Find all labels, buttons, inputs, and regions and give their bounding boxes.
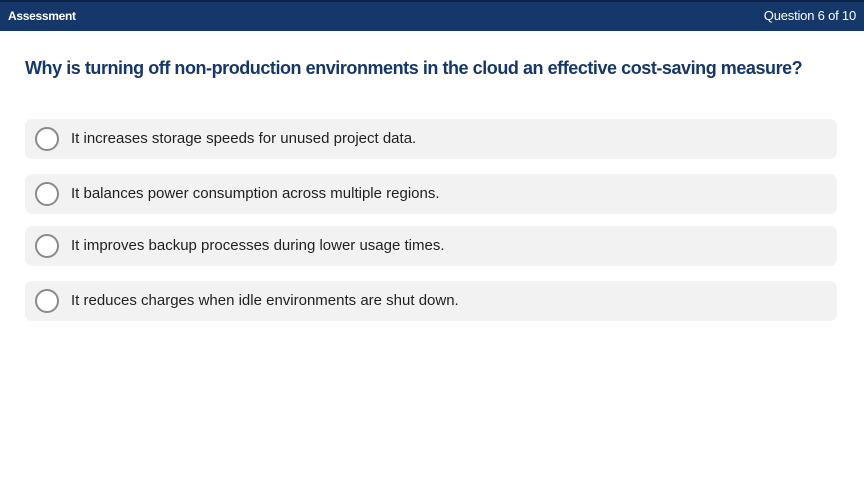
radio-unselected-icon[interactable]: [35, 289, 59, 313]
question-text: Why is turning off non-production enviro…: [25, 58, 803, 78]
answer-option-label: It reduces charges when idle environment…: [71, 292, 459, 309]
answer-option-4[interactable]: It reduces charges when idle environment…: [25, 281, 837, 321]
assessment-header: Assessment Question 6 of 10: [0, 0, 864, 31]
answer-option-2[interactable]: It balances power consumption across mul…: [25, 174, 837, 214]
answer-option-label: It increases storage speeds for unused p…: [71, 130, 417, 147]
radio-unselected-icon[interactable]: [35, 182, 59, 206]
header-title: Assessment: [8, 9, 76, 23]
answer-option-1[interactable]: It increases storage speeds for unused p…: [25, 119, 837, 159]
answer-option-label: It balances power consumption across mul…: [71, 185, 440, 202]
radio-unselected-icon[interactable]: [35, 234, 59, 258]
answer-option-label: It improves backup processes during lowe…: [71, 237, 445, 254]
question-progress: Question 6 of 10: [763, 8, 856, 23]
radio-unselected-icon[interactable]: [35, 127, 59, 151]
answer-option-3[interactable]: It improves backup processes during lowe…: [25, 226, 837, 266]
